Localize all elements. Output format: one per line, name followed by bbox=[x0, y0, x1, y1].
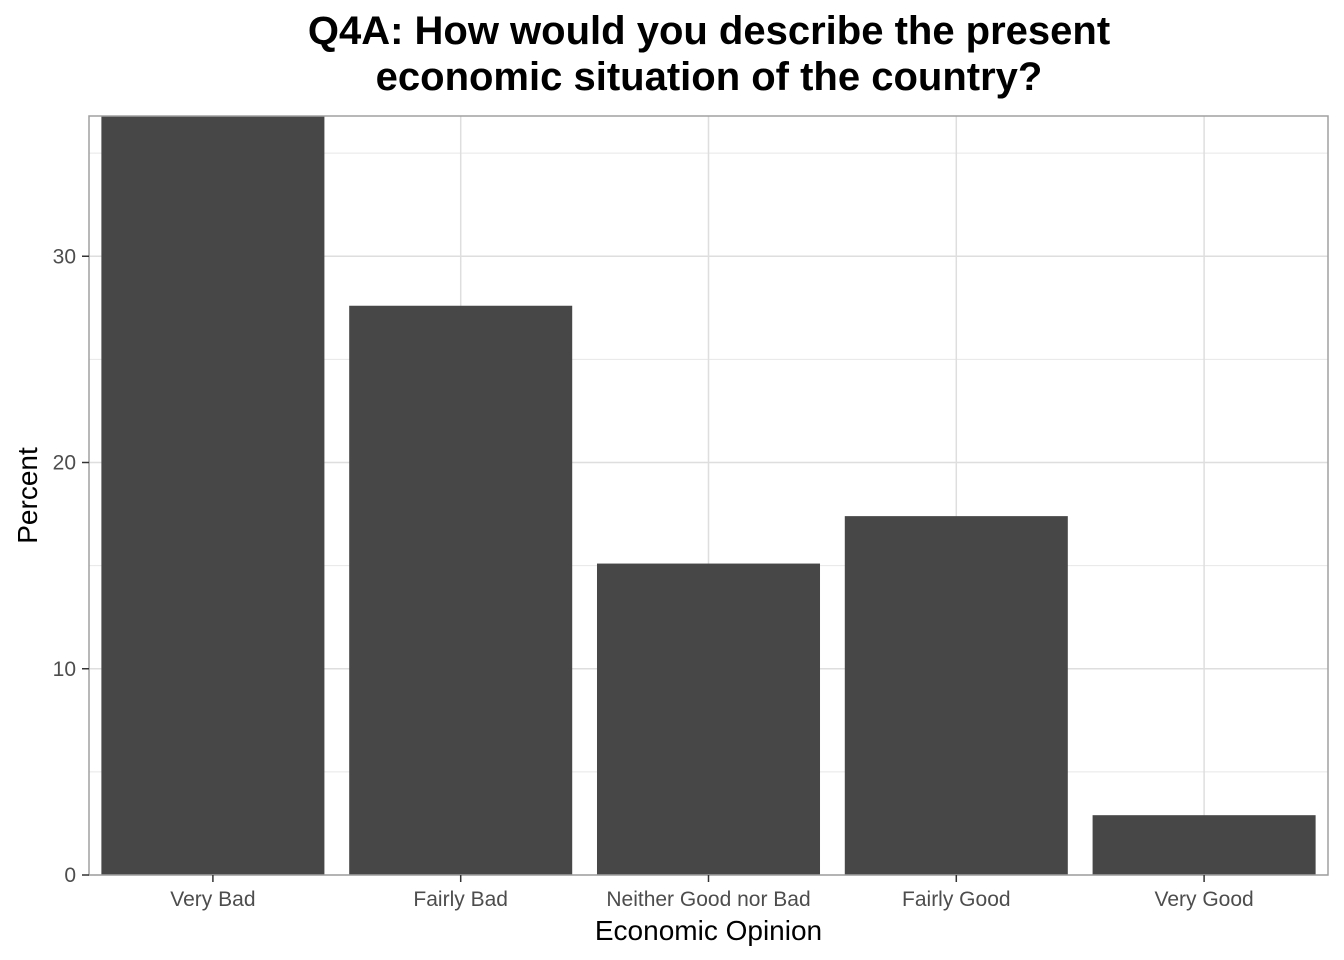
bar-very-good bbox=[1092, 815, 1316, 875]
bar-very-bad bbox=[101, 116, 325, 875]
y-tick-label: 20 bbox=[53, 452, 76, 475]
x-tick-label: Very Bad bbox=[170, 888, 255, 911]
x-tick-label: Very Good bbox=[1154, 888, 1253, 911]
bar-fairly-bad bbox=[349, 305, 573, 875]
x-axis-ticks: Very Bad Fairly Bad Neither Good nor Bad Fa… bbox=[170, 875, 1254, 911]
chart-title-line-1: Q4A: How would you describe the present bbox=[307, 9, 1111, 53]
chart-title-line-2: economic situation of the country? bbox=[375, 55, 1043, 99]
bar-fairly-good bbox=[844, 516, 1068, 875]
x-tick-label: Neither Good nor Bad bbox=[606, 888, 810, 911]
bars bbox=[101, 116, 1316, 875]
y-tick-label: 30 bbox=[53, 245, 76, 268]
y-axis-ticks: 0 10 20 30 bbox=[53, 245, 89, 887]
y-tick-label: 0 bbox=[64, 864, 76, 887]
bar-neither-good-nor-bad bbox=[596, 563, 821, 875]
x-tick-label: Fairly Good bbox=[902, 888, 1011, 911]
y-axis-title: Percent bbox=[12, 447, 43, 544]
y-tick-label: 10 bbox=[53, 658, 76, 681]
x-axis-title: Economic Opinion bbox=[595, 915, 822, 946]
x-tick-label: Fairly Bad bbox=[413, 888, 508, 911]
chart-title: Q4A: How would you describe the present … bbox=[0, 8, 1344, 100]
